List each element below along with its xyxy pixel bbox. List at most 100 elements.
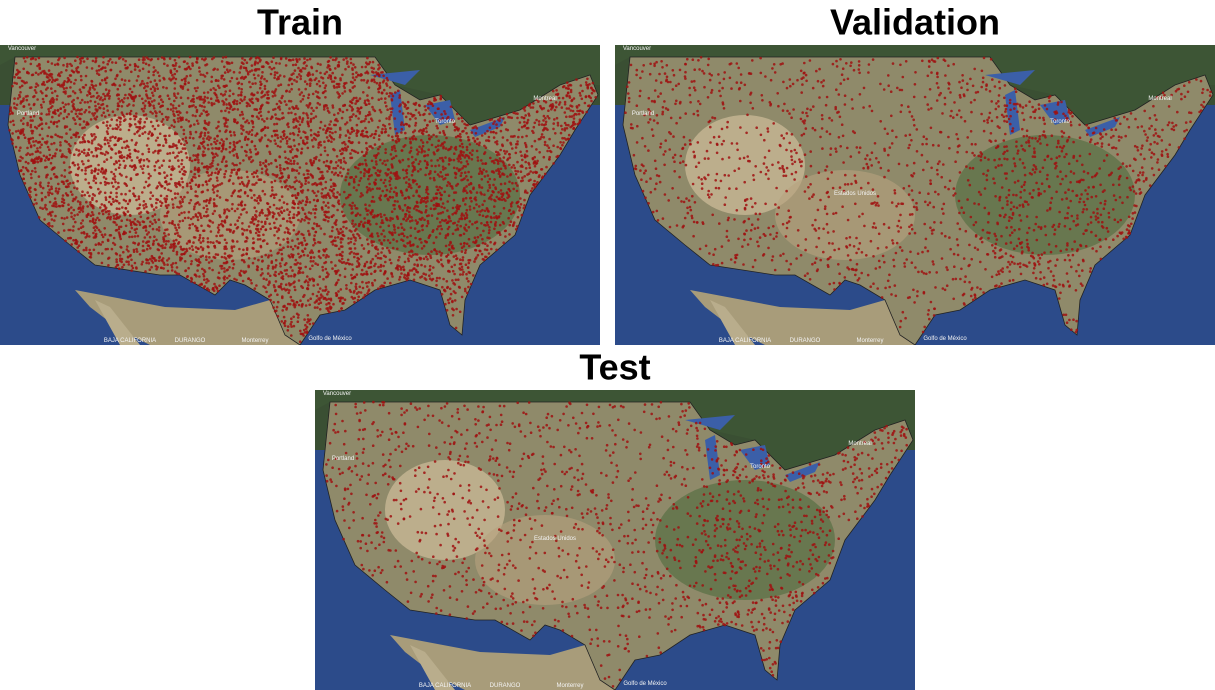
location-dot (260, 96, 263, 99)
location-dot (148, 268, 152, 271)
location-dot (263, 125, 267, 129)
location-dot (187, 81, 190, 84)
location-dot (73, 91, 77, 95)
location-dot (393, 228, 396, 231)
location-dot (242, 259, 245, 262)
location-dot (185, 242, 189, 245)
location-dot (523, 141, 527, 145)
location-dot (315, 224, 319, 228)
location-dot (371, 187, 374, 191)
location-dot (133, 194, 136, 197)
location-dot (231, 239, 234, 242)
location-dot (440, 293, 444, 296)
location-dot (560, 124, 563, 128)
location-dot (388, 241, 392, 245)
location-dot (365, 270, 368, 274)
location-dot (198, 275, 201, 278)
location-dot (310, 106, 314, 110)
location-dot (315, 106, 319, 110)
location-dot (202, 237, 205, 240)
location-dot (396, 247, 399, 251)
location-dot (341, 152, 344, 155)
location-dot (297, 212, 300, 216)
location-dot (287, 125, 290, 129)
location-dot (47, 112, 51, 116)
location-dot (255, 97, 258, 101)
location-dot (322, 277, 325, 281)
location-dot (454, 291, 457, 295)
location-dot (120, 105, 124, 108)
location-dot (189, 170, 193, 173)
location-dot (207, 147, 210, 151)
location-dot (321, 269, 325, 272)
location-dot (307, 124, 311, 128)
location-dot (133, 117, 137, 121)
location-dot (198, 66, 201, 69)
location-dot (40, 127, 44, 131)
location-dot (272, 66, 276, 70)
location-dot (94, 236, 97, 239)
location-dot (36, 160, 40, 164)
location-dot (497, 231, 501, 234)
location-dot (287, 99, 291, 103)
location-dot (84, 74, 88, 78)
location-dot (524, 160, 527, 164)
location-dot (403, 105, 407, 108)
location-dot (410, 250, 414, 253)
location-dot (363, 221, 367, 224)
location-dot (267, 256, 270, 259)
location-dot (79, 117, 82, 121)
location-dot (315, 82, 319, 86)
location-dot (48, 224, 51, 227)
location-dot (145, 247, 149, 251)
location-dot (218, 129, 222, 133)
location-dot (498, 233, 502, 236)
location-dot (275, 217, 278, 221)
location-dot (62, 117, 66, 120)
location-dot (558, 101, 562, 104)
location-dot (31, 152, 34, 156)
location-dot (318, 84, 322, 88)
location-dot (343, 160, 346, 163)
location-dot (309, 251, 312, 254)
location-dot (101, 66, 105, 69)
location-dot (503, 149, 506, 153)
location-dot (266, 266, 270, 270)
location-dot (374, 262, 377, 266)
location-dot (285, 142, 289, 145)
location-dot (179, 202, 182, 205)
location-dot (537, 100, 540, 103)
location-dot (89, 256, 93, 259)
location-dot (283, 231, 287, 234)
location-dot (488, 186, 492, 189)
location-dot (400, 121, 404, 124)
location-dot (130, 235, 134, 239)
location-dot (334, 223, 338, 226)
location-dot (339, 252, 342, 256)
location-dot (298, 123, 302, 127)
location-dot (525, 149, 529, 153)
location-dot (355, 123, 359, 127)
location-dot (552, 122, 555, 125)
location-dot (62, 105, 66, 109)
location-dot (296, 246, 300, 250)
panel-title: Test (579, 347, 650, 388)
location-dot (67, 147, 71, 151)
location-dot (221, 146, 225, 150)
location-dot (175, 110, 179, 113)
location-dot (425, 224, 429, 228)
location-dot (173, 72, 177, 76)
location-dot (335, 281, 339, 284)
location-dot (545, 165, 548, 169)
location-dot (178, 213, 181, 217)
location-dot (114, 168, 118, 171)
location-dot (292, 315, 296, 319)
location-dot (303, 318, 306, 321)
location-dot (105, 130, 109, 133)
location-dot (465, 148, 469, 152)
location-dot (313, 222, 316, 225)
location-dot (462, 270, 465, 274)
location-dot (198, 212, 202, 216)
location-dot (126, 202, 130, 206)
location-dot (83, 193, 86, 197)
